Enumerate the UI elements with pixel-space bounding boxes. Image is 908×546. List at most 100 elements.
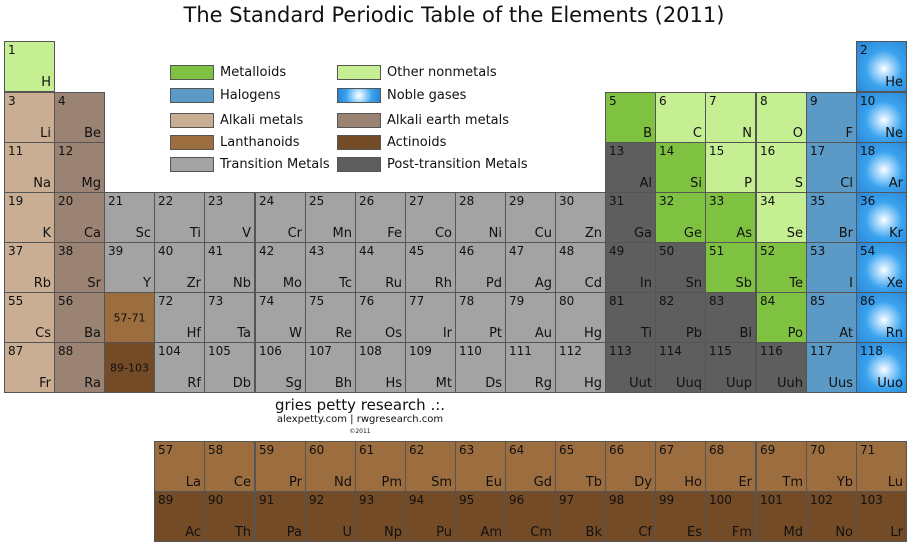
- atomic-number: 24: [259, 194, 275, 208]
- element-symbol: Mo: [282, 276, 302, 291]
- element-symbol: Au: [534, 326, 552, 341]
- atomic-number: 29: [509, 194, 525, 208]
- atomic-number: 91: [259, 493, 275, 507]
- element-symbol: Es: [687, 525, 702, 540]
- atomic-number: 38: [58, 244, 74, 258]
- element-symbol: Na: [33, 176, 51, 191]
- element-cell: 17 Cl: [806, 142, 857, 193]
- element-symbol: Ne: [885, 126, 903, 141]
- atomic-number: 63: [459, 443, 475, 457]
- element-symbol: Kr: [889, 226, 903, 241]
- atomic-number: 23: [208, 194, 224, 208]
- element-symbol: Al: [639, 176, 652, 191]
- atomic-number: 45: [409, 244, 425, 258]
- element-symbol: S: [794, 176, 803, 191]
- atomic-number: 85: [810, 294, 826, 308]
- element-symbol: Rn: [885, 326, 903, 341]
- element-symbol: Si: [690, 176, 702, 191]
- element-symbol: Ni: [488, 226, 502, 241]
- element-symbol: Pt: [489, 326, 502, 341]
- element-cell: 15 P: [705, 142, 756, 193]
- atomic-number: 58: [208, 443, 224, 457]
- atomic-number: 15: [709, 144, 725, 158]
- element-symbol: La: [185, 475, 201, 490]
- element-symbol: Cr: [287, 226, 302, 241]
- element-symbol: Sr: [87, 276, 101, 291]
- element-cell: 28 Ni: [455, 192, 506, 243]
- atomic-number: 75: [309, 294, 325, 308]
- element-cell: 116 Uuh: [756, 342, 807, 393]
- element-symbol: Bi: [739, 326, 752, 341]
- element-cell: 27 Co: [405, 192, 456, 243]
- atomic-number: 44: [359, 244, 375, 258]
- atomic-number: 56: [58, 294, 74, 308]
- element-symbol: Mg: [81, 176, 101, 191]
- atomic-number: 102: [810, 493, 833, 507]
- element-symbol: Ca: [83, 226, 101, 241]
- atomic-number: 99: [659, 493, 675, 507]
- element-symbol: Sn: [685, 276, 703, 291]
- atomic-number: 89: [158, 493, 174, 507]
- element-cell: 56 Ba: [54, 292, 105, 343]
- element-symbol: Ac: [185, 525, 201, 540]
- element-cell: 74 W: [255, 292, 306, 343]
- element-cell: 4 Be: [54, 92, 105, 143]
- atomic-number: 79: [509, 294, 525, 308]
- page-title: The Standard Periodic Table of the Eleme…: [183, 3, 725, 27]
- element-cell: 3 Li: [4, 92, 55, 143]
- legend-label: Halogens: [220, 88, 281, 103]
- atomic-number: 72: [158, 294, 174, 308]
- legend-swatch: [337, 135, 381, 150]
- atomic-number: 34: [760, 194, 776, 208]
- element-symbol: V: [242, 226, 251, 241]
- element-cell: 76 Os: [355, 292, 406, 343]
- element-cell: 45 Rh: [405, 242, 456, 293]
- element-symbol: Os: [384, 326, 402, 341]
- atomic-number: 21: [108, 194, 124, 208]
- element-symbol: In: [639, 276, 652, 291]
- element-symbol: Rh: [434, 276, 452, 291]
- element-symbol: F: [845, 126, 853, 141]
- atomic-number: 70: [810, 443, 826, 457]
- atomic-number: 18: [860, 144, 876, 158]
- element-symbol: Ra: [84, 376, 101, 391]
- element-symbol: Rf: [187, 376, 201, 391]
- element-cell: 64 Gd: [505, 441, 556, 492]
- atomic-number: 62: [409, 443, 425, 457]
- legend-label: Other nonmetals: [387, 65, 497, 80]
- element-cell: 70 Yb: [806, 441, 857, 492]
- atomic-number: 118: [860, 344, 883, 358]
- element-cell: 21 Sc: [104, 192, 155, 243]
- element-symbol: Mn: [332, 226, 352, 241]
- atomic-number: 35: [810, 194, 826, 208]
- atomic-number: 7: [709, 94, 717, 108]
- element-cell: 10 Ne: [856, 92, 907, 143]
- element-symbol: Ti: [640, 326, 652, 341]
- atomic-number: 54: [860, 244, 876, 258]
- legend-swatch: [170, 88, 214, 103]
- element-symbol: Ga: [633, 226, 652, 241]
- series-reference-label: 57-71: [113, 311, 146, 324]
- element-symbol: Be: [84, 126, 101, 141]
- element-symbol: Np: [384, 525, 402, 540]
- element-cell: 48 Cd: [555, 242, 606, 293]
- atomic-number: 82: [659, 294, 675, 308]
- element-cell: 82 Pb: [655, 292, 706, 343]
- element-cell: 95 Am: [455, 491, 506, 542]
- element-symbol: W: [289, 326, 302, 341]
- element-cell: 24 Cr: [255, 192, 306, 243]
- atomic-number: 49: [609, 244, 625, 258]
- element-cell: 59 Pr: [255, 441, 306, 492]
- atomic-number: 36: [860, 194, 876, 208]
- atomic-number: 48: [559, 244, 575, 258]
- atomic-number: 5: [609, 94, 617, 108]
- atomic-number: 55: [8, 294, 24, 308]
- atomic-number: 52: [760, 244, 776, 258]
- element-symbol: Tm: [782, 475, 803, 490]
- element-symbol: Ba: [84, 326, 101, 341]
- element-symbol: Er: [738, 475, 752, 490]
- atomic-number: 59: [259, 443, 275, 457]
- element-cell: 88 Ra: [54, 342, 105, 393]
- atomic-number: 88: [58, 344, 74, 358]
